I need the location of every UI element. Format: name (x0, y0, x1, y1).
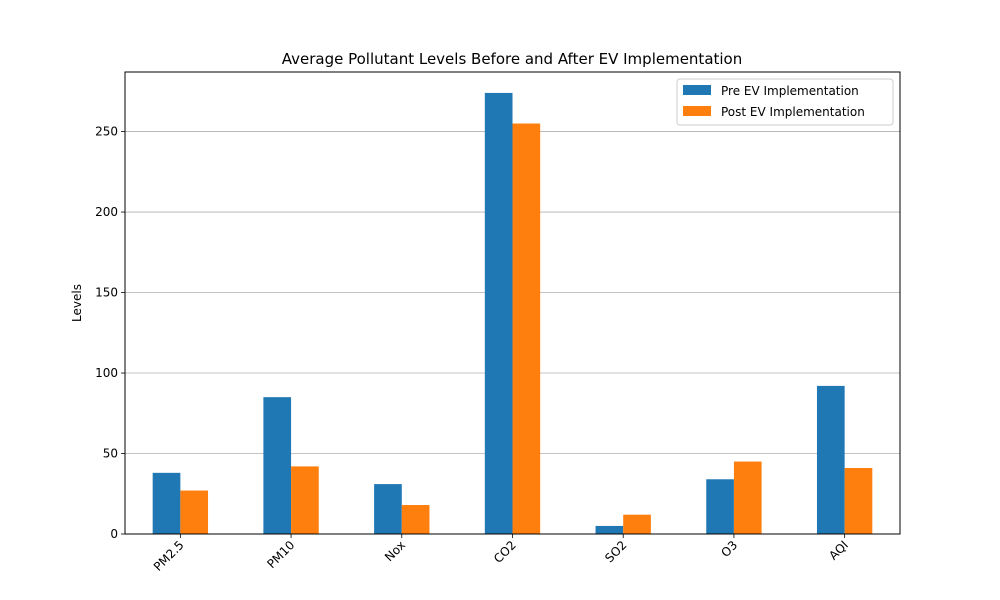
bar-post (512, 123, 541, 534)
x-tick-label: SO2 (602, 538, 629, 565)
bar-post (623, 514, 651, 534)
y-axis-label: Levels (70, 284, 84, 322)
x-tick-label: Nox (382, 538, 408, 564)
bar-post (733, 461, 762, 534)
y-tick-label: 0 (110, 527, 118, 541)
bar-pre (263, 397, 292, 534)
bar-pre (595, 525, 624, 534)
legend-box (676, 78, 894, 126)
y-tick-label: 50 (103, 447, 118, 461)
chart-title: Average Pollutant Levels Before and Afte… (282, 50, 743, 68)
x-tick-label: CO2 (491, 538, 519, 566)
y-tick-label: 200 (95, 205, 118, 219)
x-tick-label: O3 (718, 538, 740, 560)
legend-swatch-pre (683, 85, 711, 95)
y-axis-ticks: 0 50 100 150 200 250 (95, 125, 125, 541)
bar-pre (816, 385, 845, 534)
y-tick-label: 100 (95, 366, 118, 380)
y-tick-label: 150 (95, 286, 118, 300)
bar-post (401, 505, 430, 534)
bar-post (291, 466, 319, 534)
legend-swatch-post (683, 106, 711, 116)
x-tick-label: PM2.5 (151, 538, 187, 574)
legend-label-post: Post EV Implementation (721, 105, 865, 119)
x-tick-label: AQI (826, 538, 851, 563)
x-tick-label: PM10 (264, 538, 297, 571)
bar-post (180, 490, 209, 534)
legend: Pre EV Implementation Post EV Implementa… (676, 78, 894, 126)
bars (152, 92, 873, 535)
legend-label-pre: Pre EV Implementation (721, 84, 859, 98)
bar-post (844, 468, 873, 534)
bar-pre (484, 92, 513, 535)
bar-pre (152, 472, 181, 534)
bar-pre (706, 479, 734, 534)
bar-pre (374, 484, 402, 534)
y-tick-label: 250 (95, 125, 118, 139)
x-axis-ticks: PM2.5 PM10 Nox CO2 SO2 O3 AQI (151, 534, 851, 574)
